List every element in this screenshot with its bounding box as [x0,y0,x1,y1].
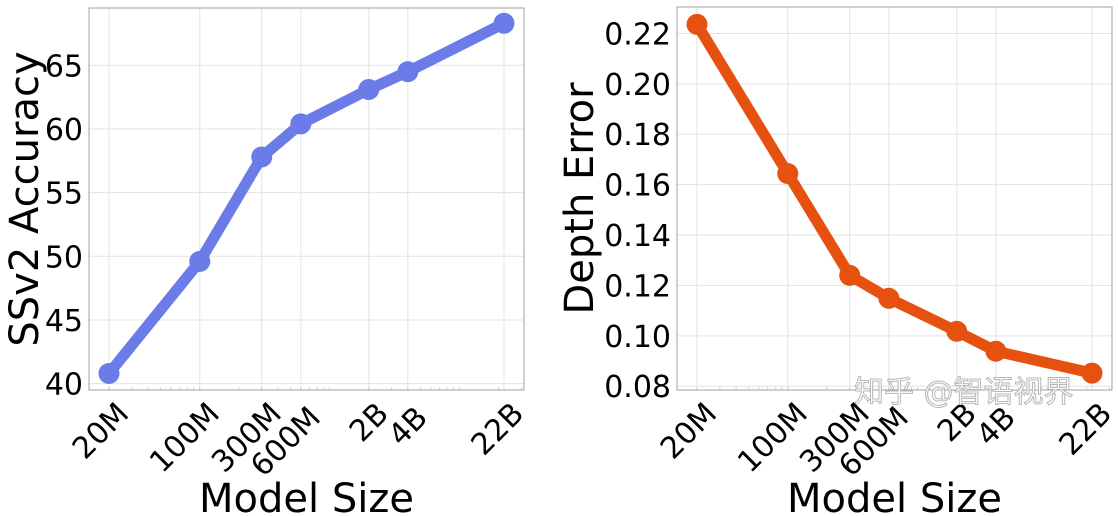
minor-ticks [108,387,522,390]
y-tick-label: 60 [45,113,83,148]
x-axis-label: Model Size [787,476,1002,516]
y-tick-label: 0.12 [604,269,671,304]
y-tick-label: 55 [45,177,83,212]
data-point-100M [189,250,211,272]
watermark-text: 知乎 @智语视界 [854,375,1074,410]
y-tick-label: 0.16 [604,169,671,204]
data-point-300M [839,264,861,286]
data-point-2B [358,78,380,100]
data-point-20M [98,362,120,384]
y-axis-label: SSv2 Accuracy [2,51,48,346]
data-point-100M [777,163,799,185]
y-tick-label: 45 [45,304,83,339]
data-point-2B [946,320,968,342]
data-point-4B [397,61,419,83]
series-line [103,17,510,379]
data-point-22B [493,12,515,34]
data-point-600M [878,287,900,309]
grid-lines [677,7,1112,390]
x-tick-label: 100M [143,396,227,480]
y-tick-label: 0.20 [604,68,671,103]
y-axis-label: Depth Error [557,82,603,315]
y-tick-labels: 40 45 50 55 60 65 [45,49,83,402]
x-tick-label: 100M [731,396,815,480]
y-tick-label: 40 [45,368,83,403]
data-point-600M [290,113,312,135]
plot-frame [676,6,1113,391]
x-tick-label: 4B [382,400,435,453]
plot-frame [88,7,525,391]
x-axis-label: Model Size [199,476,414,516]
y-tick-label: 0.14 [604,219,671,254]
y-tick-label: 0.18 [604,118,671,153]
data-point-20M [686,13,708,35]
y-tick-label: 50 [45,240,83,275]
y-tick-label: 0.08 [604,370,671,405]
grid-lines [89,8,524,390]
series-line [691,18,1098,379]
series [686,13,1103,384]
y-tick-labels: 0.08 0.10 0.12 0.14 0.16 0.18 0.20 0.22 [604,17,671,405]
y-tick-label: 0.10 [604,320,671,355]
x-tick-label: 20M [654,396,724,466]
depth-error-chart: 0.08 0.10 0.12 0.14 0.16 0.18 0.20 0.22 20M 100M… [557,6,1118,516]
x-tick-label: 20M [66,396,136,466]
data-point-4B [985,340,1007,362]
series [98,12,515,384]
y-tick-label: 0.22 [604,17,671,52]
y-tick-label: 65 [45,49,83,84]
data-point-22B [1081,362,1103,384]
x-tick-label: 22B [465,396,531,462]
data-point-300M [251,146,273,168]
